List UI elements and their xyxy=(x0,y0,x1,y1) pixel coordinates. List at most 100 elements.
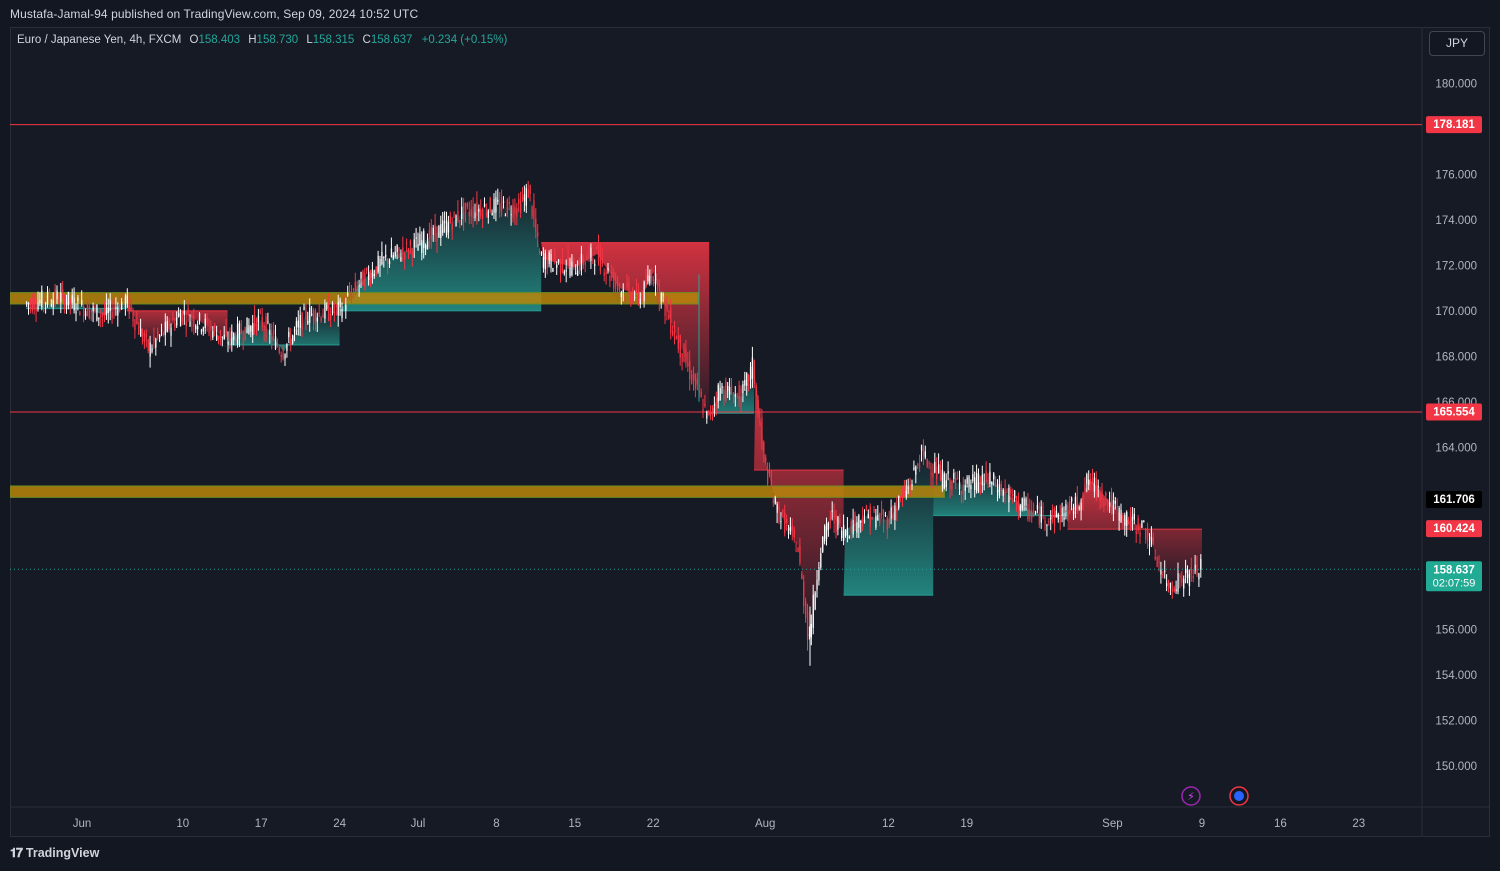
candle-body xyxy=(563,271,565,274)
y-tick-label: 172.000 xyxy=(1435,260,1477,272)
candle-body xyxy=(799,545,801,564)
candle-body xyxy=(734,394,736,397)
candle-body xyxy=(466,203,469,207)
candle-body xyxy=(1010,489,1012,494)
support-resistance-zone xyxy=(10,292,699,305)
candle-body xyxy=(312,309,315,322)
candle-body xyxy=(863,520,866,522)
candle-body xyxy=(94,306,96,310)
tradingview-logo[interactable]: 𝟏𝟕 TradingView xyxy=(10,846,99,861)
candle-body xyxy=(552,268,554,272)
candle-body xyxy=(352,289,355,291)
price-tag-label: 158.637 xyxy=(1433,564,1475,576)
y-tick-label: 152.000 xyxy=(1435,715,1477,727)
candle-body xyxy=(603,272,605,276)
candle-body xyxy=(780,521,782,523)
candle-body xyxy=(1059,515,1061,523)
candle-body xyxy=(896,507,898,512)
candle-body xyxy=(730,384,733,394)
currency-button[interactable]: JPY xyxy=(1429,31,1485,56)
candle-body xyxy=(1074,497,1077,511)
candle-body xyxy=(126,295,128,304)
candle-body xyxy=(1006,492,1008,494)
candle-body xyxy=(330,313,332,320)
candle-body xyxy=(407,250,410,255)
symbol-title[interactable]: Euro / Japanese Yen, 4h, FXCM xyxy=(17,34,182,46)
candle-body xyxy=(1063,516,1065,520)
candle-body xyxy=(531,206,533,217)
candle-body xyxy=(326,304,328,310)
candle-body xyxy=(708,410,710,413)
candle-body xyxy=(1095,478,1097,495)
candle-body xyxy=(909,484,911,488)
candle-body xyxy=(1135,530,1137,534)
candle-body xyxy=(181,311,184,322)
candle-body xyxy=(409,240,412,246)
candle-body xyxy=(124,296,127,308)
candle-body xyxy=(675,337,678,340)
candle-body xyxy=(1179,575,1181,579)
candle-body xyxy=(1065,504,1067,511)
candle-body xyxy=(696,378,698,385)
candle-body xyxy=(366,268,368,271)
candle-body xyxy=(810,623,812,638)
candle-body xyxy=(387,259,389,265)
candle-body xyxy=(1139,532,1141,537)
candle-body xyxy=(316,317,318,322)
candle-body xyxy=(746,373,748,386)
candle-body xyxy=(233,333,235,341)
candle-body xyxy=(765,457,767,461)
candle-body xyxy=(546,258,548,268)
y-tick-label: 180.000 xyxy=(1435,78,1477,90)
candle-body xyxy=(1008,487,1010,503)
candle-body xyxy=(846,527,849,536)
candle-body xyxy=(812,594,814,628)
candle-body xyxy=(854,514,856,527)
candle-body xyxy=(607,267,609,272)
candle-body xyxy=(955,477,957,481)
candle-body xyxy=(533,200,535,219)
lightning-icon: ⚡ xyxy=(1187,790,1195,803)
candle-body xyxy=(958,481,961,490)
candle-body xyxy=(907,487,909,489)
candle-body xyxy=(90,310,92,313)
candle-body xyxy=(425,245,427,250)
candle-body xyxy=(945,480,947,488)
y-tick-label: 168.000 xyxy=(1435,351,1477,363)
candle-body xyxy=(1050,517,1052,520)
candle-body xyxy=(740,388,742,407)
candle-body xyxy=(117,307,119,316)
candle-body xyxy=(377,255,379,272)
candle-body xyxy=(808,634,811,636)
price-chart[interactable]: 150.000152.000154.000156.000164.000166.0… xyxy=(10,27,1490,837)
candle-body xyxy=(236,323,239,345)
candle-body xyxy=(178,312,180,317)
candle-body xyxy=(571,261,573,276)
candle-body xyxy=(704,403,706,407)
candle-body xyxy=(43,299,45,304)
candle-body xyxy=(843,525,845,541)
candle-body xyxy=(641,296,643,299)
candle-body xyxy=(134,319,136,331)
x-tick-label: 22 xyxy=(647,818,660,830)
candle-body xyxy=(244,326,246,339)
candle-body xyxy=(1038,512,1040,525)
candle-body xyxy=(1055,510,1058,517)
close-value: 158.637 xyxy=(370,34,413,46)
price-tag xyxy=(1426,403,1482,421)
candle-body xyxy=(292,335,294,344)
candle-body xyxy=(1044,520,1046,525)
candle-body xyxy=(749,366,752,380)
candle-body xyxy=(153,336,155,341)
candle-body xyxy=(768,471,771,473)
candle-body xyxy=(502,201,505,203)
candle-body xyxy=(1133,513,1135,520)
y-tick-label: 174.000 xyxy=(1435,215,1477,227)
candle-body xyxy=(480,209,482,217)
candle-body xyxy=(381,252,383,265)
candle-body xyxy=(1040,506,1042,523)
price-tag-label: 160.424 xyxy=(1433,523,1475,535)
chart-pane[interactable] xyxy=(10,27,1490,837)
candle-body xyxy=(1200,559,1202,570)
candle-body xyxy=(354,282,356,291)
